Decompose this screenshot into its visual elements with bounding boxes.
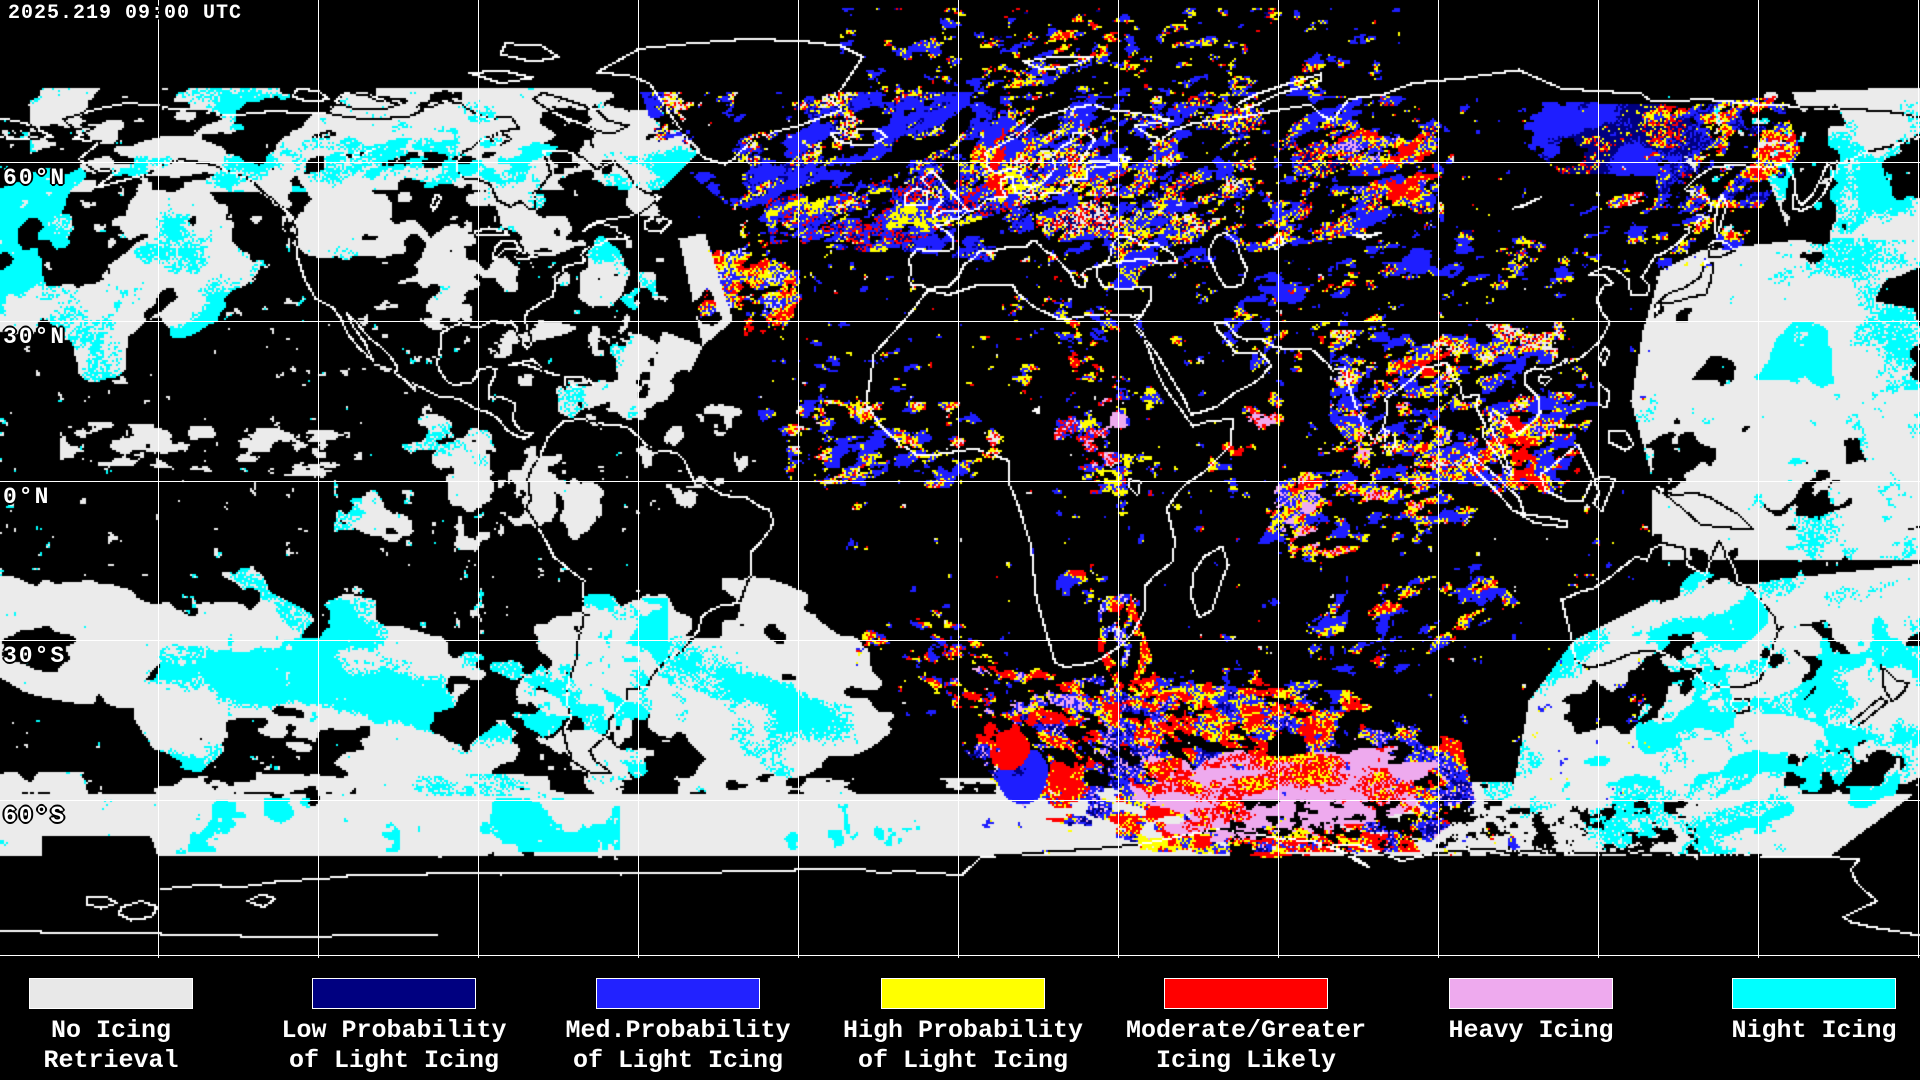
legend-swatch-night-icing — [1732, 978, 1896, 1009]
longitude-gridline — [1278, 0, 1279, 958]
legend-label-night-icing: Night Icing — [1731, 1016, 1897, 1045]
legend-label-no-icing-retrieval: No Icing Retrieval — [43, 1016, 179, 1075]
lat-label: 0°N — [3, 484, 51, 510]
legend-swatch-high-probability — [881, 978, 1045, 1009]
longitude-gridline — [798, 0, 799, 958]
latitude-gridline — [0, 162, 1920, 163]
lat-label: 60°S — [3, 803, 67, 829]
legend-bar: No Icing Retrieval Low Probability of Lig… — [0, 958, 1920, 1080]
legend-swatch-low-probability — [312, 978, 476, 1009]
longitude-gridline — [1758, 0, 1759, 958]
latitude-gridline — [0, 321, 1920, 322]
legend-label-high-probability: High Probability of Light Icing — [842, 1016, 1084, 1075]
longitude-gridline — [958, 0, 959, 958]
latitude-gridline — [0, 481, 1920, 482]
legend-label-med-probability: Med.Probability of Light Icing — [565, 1016, 791, 1075]
graticule-overlay — [0, 0, 1920, 958]
longitude-gridline — [638, 0, 639, 958]
map-bottom-frame — [0, 955, 1920, 956]
longitude-gridline — [1598, 0, 1599, 958]
longitude-gridline — [158, 0, 159, 958]
icing-map-canvas — [0, 0, 1920, 958]
legend-label-moderate-greater: Moderate/Greater Icing Likely — [1125, 1016, 1367, 1075]
lat-label: 60°N — [3, 165, 67, 191]
legend-label-heavy-icing: Heavy Icing — [1448, 1016, 1614, 1045]
legend-swatch-moderate-greater — [1164, 978, 1328, 1009]
lat-label: 30°S — [3, 643, 67, 669]
legend-swatch-heavy-icing — [1449, 978, 1613, 1009]
legend-swatch-med-probability — [596, 978, 760, 1009]
latitude-gridline — [0, 800, 1920, 801]
longitude-gridline — [1118, 0, 1119, 958]
legend-label-low-probability: Low Probability of Light Icing — [281, 1016, 507, 1075]
latitude-gridline — [0, 640, 1920, 641]
timestamp-label: 2025.219 09:00 UTC — [8, 2, 243, 25]
longitude-gridline — [1438, 0, 1439, 958]
longitude-gridline — [1918, 0, 1919, 958]
lat-label: 30°N — [3, 324, 67, 350]
longitude-gridline — [318, 0, 319, 958]
world-icing-map: 2025.219 09:00 UTC 60°N 30°N 0°N 30°S 60°S — [0, 0, 1920, 958]
longitude-gridline — [478, 0, 479, 958]
legend-swatch-no-icing-retrieval — [29, 978, 193, 1009]
